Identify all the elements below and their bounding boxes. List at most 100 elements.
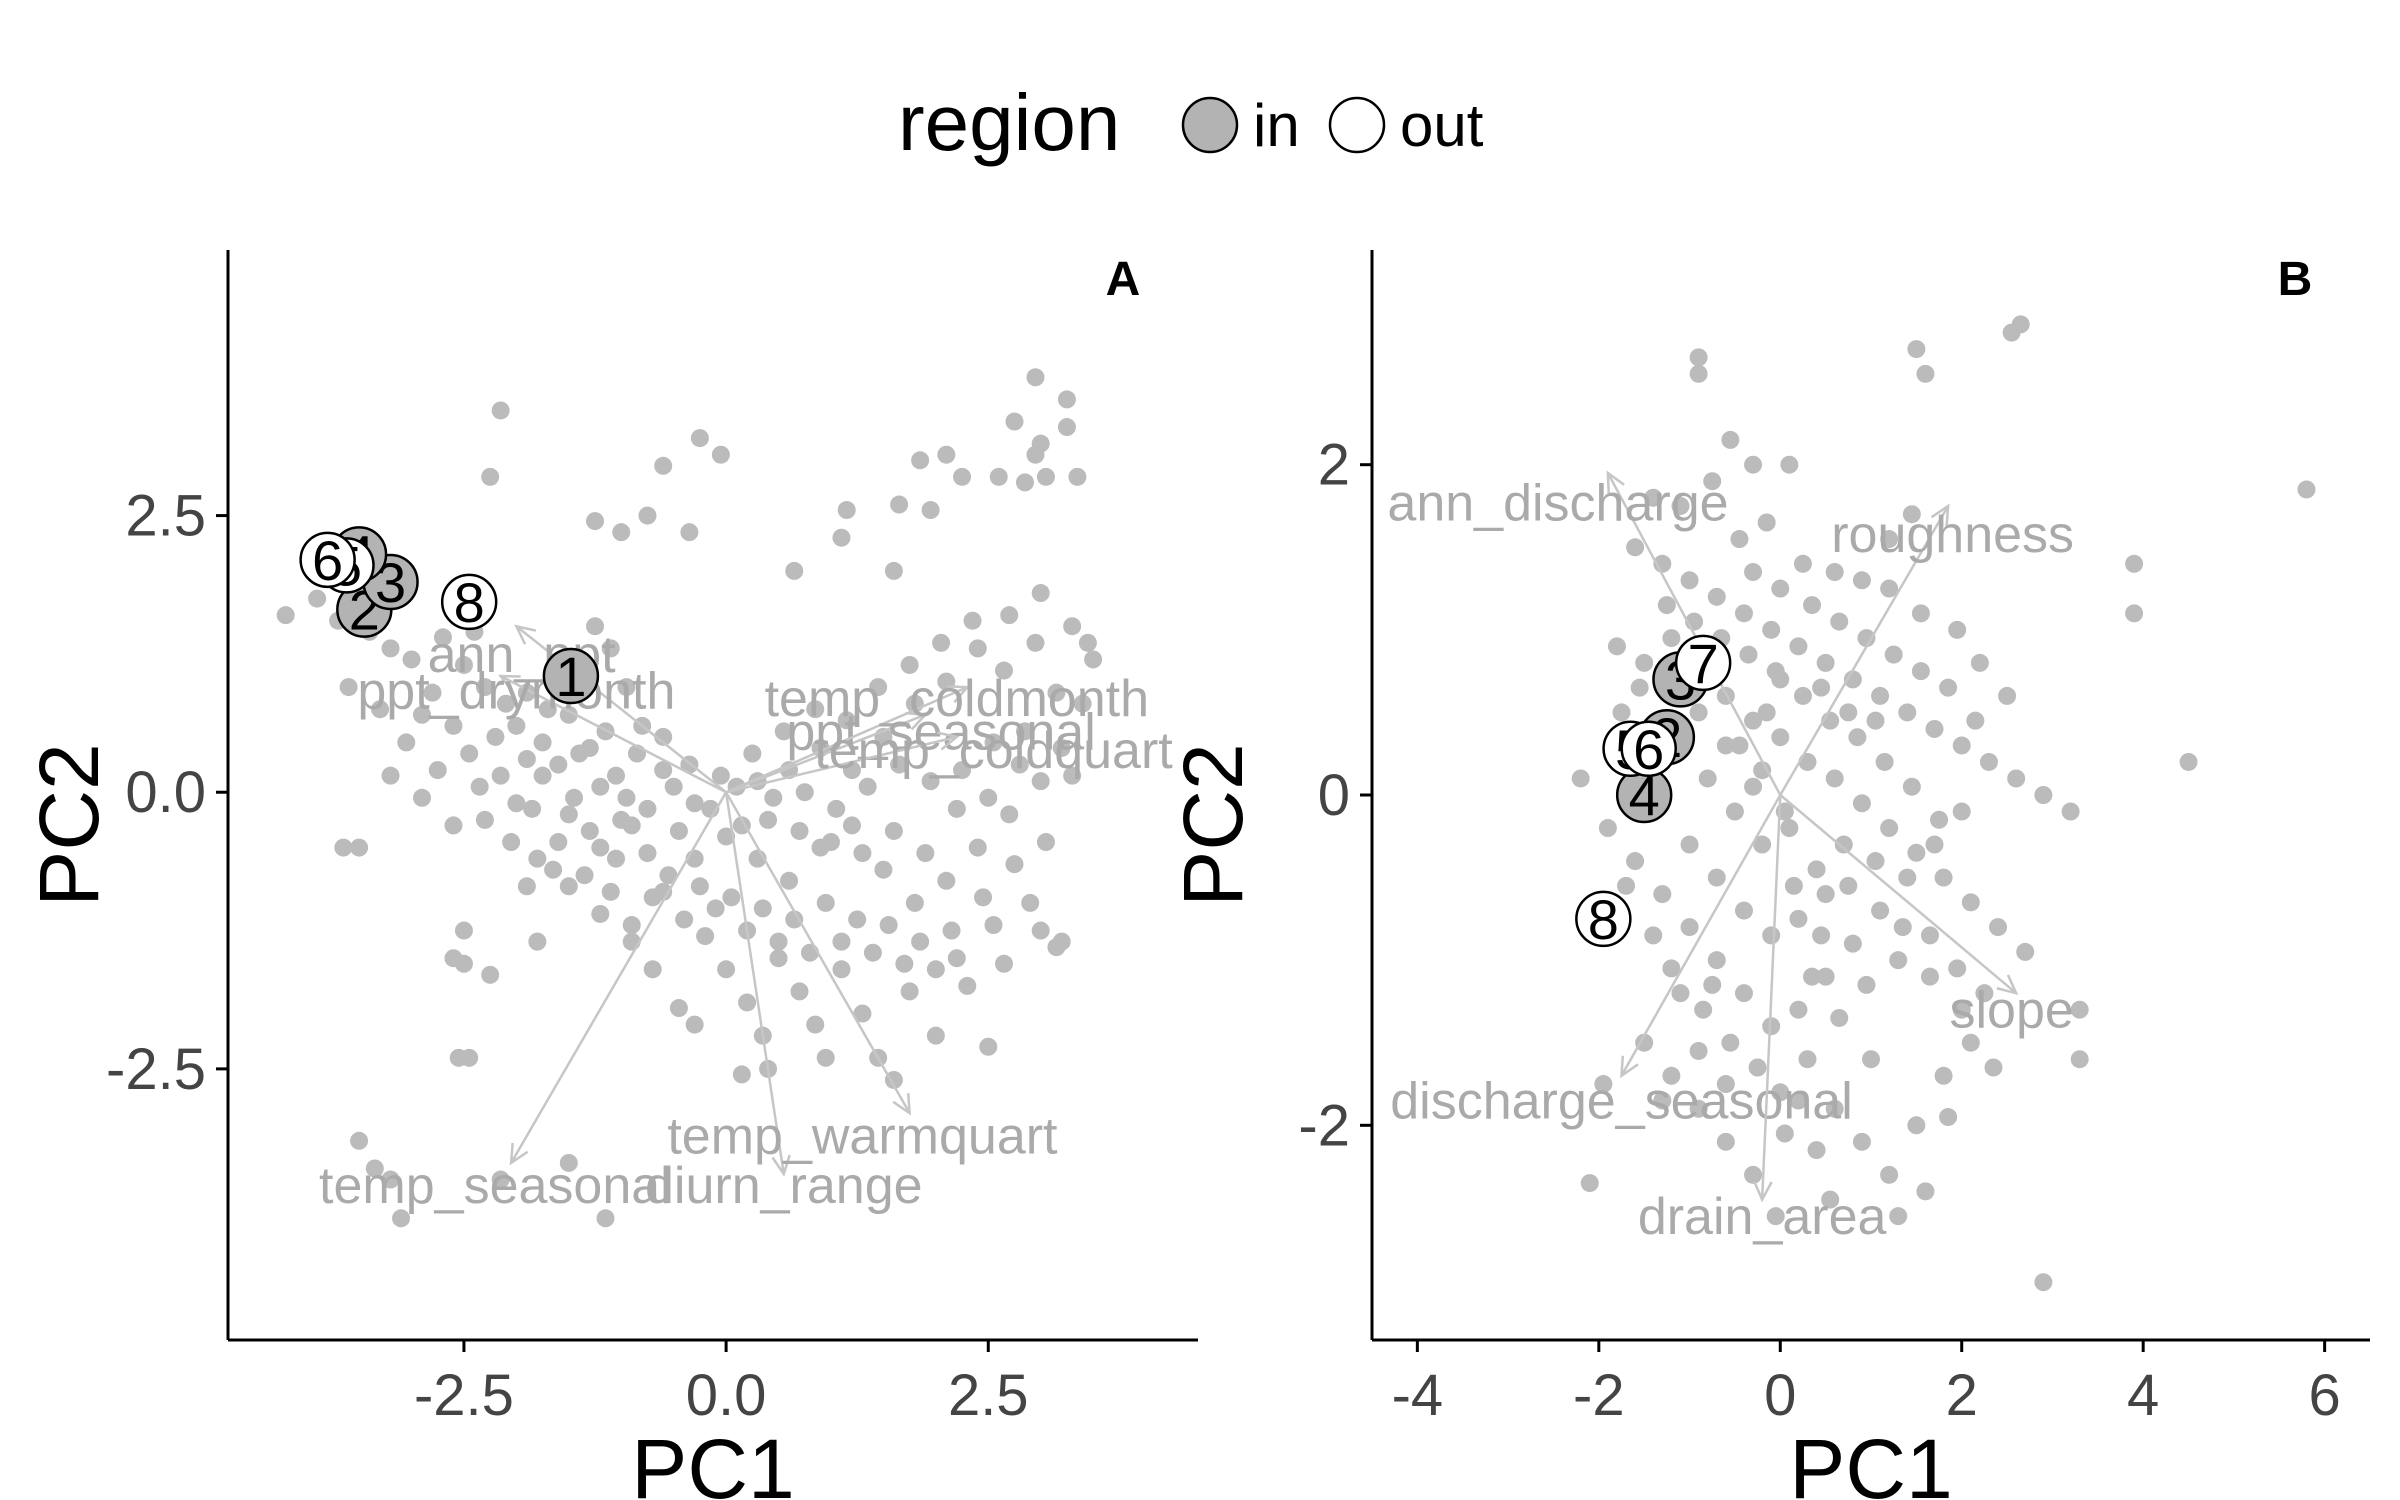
data-point [675,910,694,929]
loading-arrow [1779,794,2017,995]
data-point [1680,835,1699,854]
data-point [1911,604,1930,623]
data-point [502,833,521,852]
data-point [1598,819,1617,838]
data-point [1780,819,1799,838]
data-point [1884,645,1903,664]
data-point [926,960,945,979]
data-point [654,761,673,780]
x-tick-label: 0.0 [686,1363,767,1428]
data-point [1707,951,1726,970]
data-point [1812,678,1831,697]
data-point [905,893,924,912]
data-point [1848,728,1867,747]
data-point [507,794,526,813]
loading-arrowhead [509,1142,529,1166]
data-point [995,954,1013,973]
data-point [1939,1108,1958,1127]
data-point [968,639,987,658]
data-point [1925,835,1944,854]
data-point [308,589,327,608]
data-point [1680,918,1699,937]
data-point [507,716,526,735]
data-point [1916,364,1935,383]
data-point [586,617,605,636]
data-point [1734,901,1753,920]
data-point [879,916,898,935]
y-axis-title: PC2 [1166,743,1260,906]
data-point [549,833,568,852]
data-point [397,733,416,752]
data-point [591,777,610,796]
data-point [706,899,725,918]
data-point [1753,835,1772,854]
loading-arrow [1760,794,1782,1200]
data-point [486,727,505,746]
data-point [932,633,951,652]
data-point [1793,686,1812,705]
data-point [1084,650,1103,669]
data-point [491,1170,510,1189]
data-point [984,733,1003,752]
data-point [1571,769,1590,788]
data-point [1015,722,1034,741]
data-point [1789,637,1808,656]
data-point [1825,1099,1844,1118]
x-axis-title: PC1 [631,1422,794,1500]
data-point [1744,1165,1763,1184]
data-point [1762,620,1781,639]
data-point [413,705,431,724]
loading-arrowhead [1606,470,1625,493]
data-point [832,528,851,547]
data-point [1834,835,1853,854]
data-point [1063,766,1082,785]
data-point [433,628,452,647]
data-point [968,838,987,857]
data-point [764,788,783,807]
data-point [664,777,683,796]
legend: region in out [898,78,1484,167]
data-point [643,888,662,907]
loading-label: roughness [1831,506,2074,564]
site-marker-out [1620,720,1677,778]
data-point [1948,959,1967,978]
data-point [1635,1033,1654,1052]
data-point [832,932,851,951]
data-point [1857,975,1876,994]
data-point [979,788,998,807]
data-point [1789,1000,1808,1019]
loading-label: temp_coldmonth [765,670,1149,728]
data-point [371,700,390,719]
data-point [680,523,699,542]
data-point [659,866,678,885]
data-point [837,711,856,730]
data-point [1057,390,1076,409]
data-point [454,655,473,674]
data-point [617,678,636,697]
data-point [1052,738,1071,757]
data-point [350,838,369,857]
data-point [785,561,804,580]
data-point [1880,819,1899,838]
data-point [1005,412,1024,431]
data-point [900,982,919,1001]
data-point [759,810,778,829]
data-point [638,799,657,818]
loading-arrowhead [1753,1180,1773,1203]
data-point [444,716,463,735]
data-point [2070,1050,2089,1069]
data-point [1889,951,1908,970]
highlighted-sites: 2345678 [1575,632,1732,951]
data-point [974,888,993,907]
data-point [654,727,673,746]
loading-label: temp_seasonal [319,1157,672,1215]
data-point [1716,736,1735,755]
loading-arrowhead [1620,1055,1639,1079]
data-point [580,821,599,840]
data-point [696,927,715,946]
data-point [1816,885,1835,904]
y-tick-label: 0.0 [125,760,206,825]
data-point [491,766,510,785]
x-tick-label: 0 [1764,1363,1796,1428]
loading-label: drain_area [1638,1188,1887,1246]
